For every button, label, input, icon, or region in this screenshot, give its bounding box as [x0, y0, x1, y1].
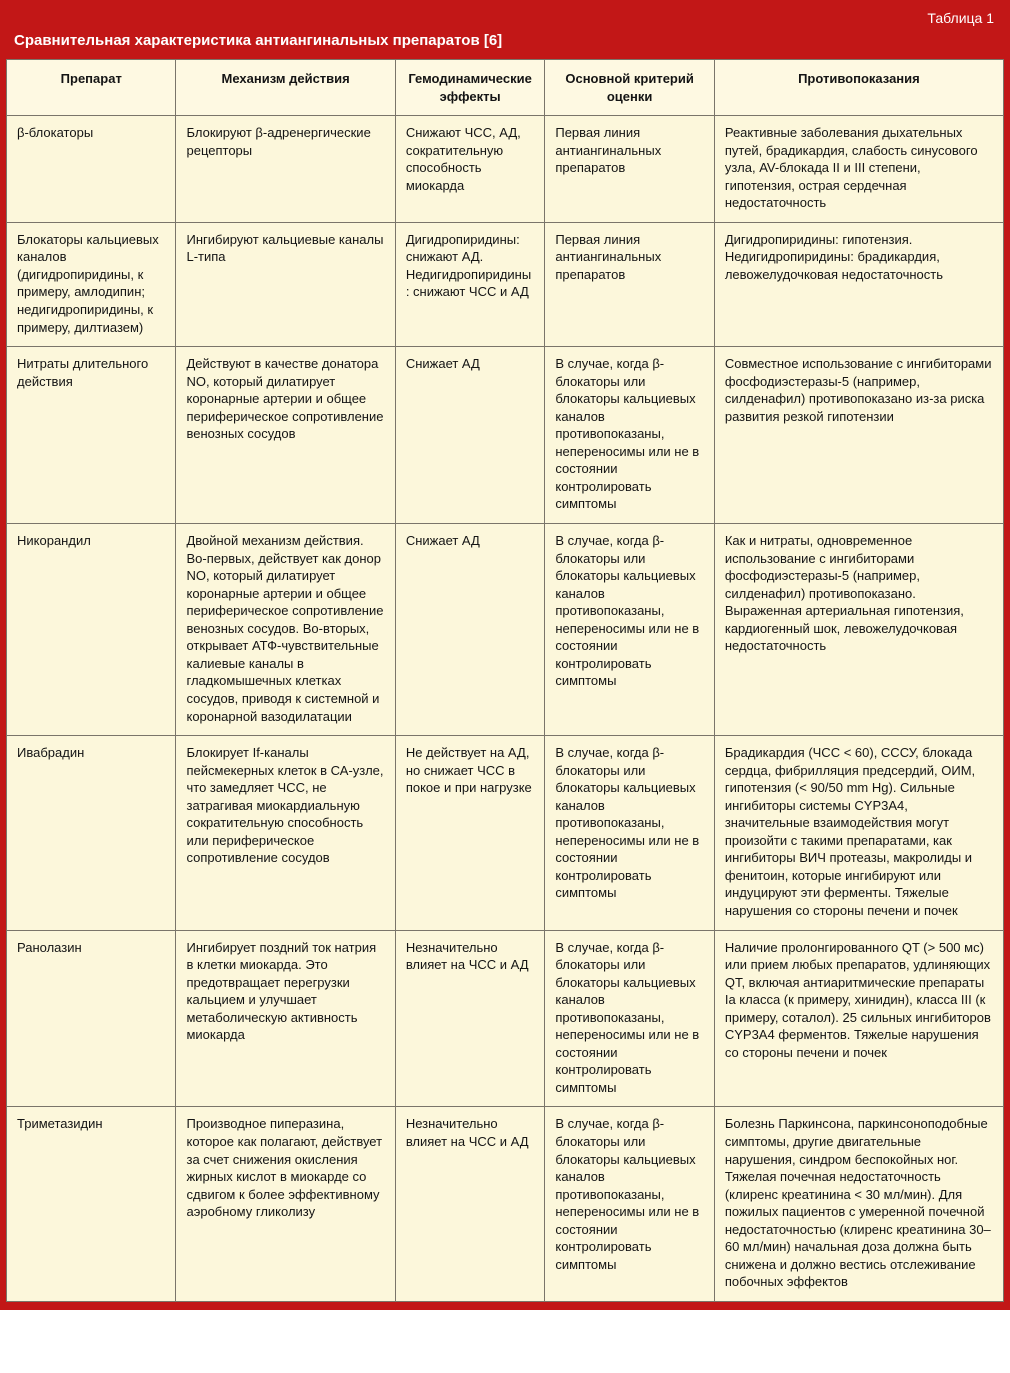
cell: Блокирует If-каналы пейсмекерных клеток … — [176, 736, 395, 930]
cell: Болезнь Паркинсона, паркинсоноподобные с… — [714, 1107, 1003, 1301]
table-row: ИвабрадинБлокирует If-каналы пейсмекерны… — [7, 736, 1004, 930]
cell: Дигидропиридины: снижают АД. Недигидропи… — [395, 222, 545, 346]
table-head: Препарат Механизм действия Гемодинамичес… — [7, 60, 1004, 116]
cell: В случае, когда β-блокаторы или блокатор… — [545, 347, 714, 524]
table-body: β-блокаторыБлокируют β-адренергические р… — [7, 116, 1004, 1302]
cell: Двойной механизм действия. Во-первых, де… — [176, 524, 395, 736]
page: Таблица 1 Сравнительная характеристика а… — [0, 0, 1010, 1310]
cell: Ингибируют кальциевые каналы L-типа — [176, 222, 395, 346]
cell: Первая линия антиангинальных препаратов — [545, 116, 714, 223]
cell: Ингибирует поздний ток натрия в клетки м… — [176, 930, 395, 1107]
table-row: НикорандилДвойной механизм действия. Во-… — [7, 524, 1004, 736]
cell: Как и нитраты, одновременное использован… — [714, 524, 1003, 736]
cell: Блокируют β-адренергические рецепторы — [176, 116, 395, 223]
table-row: Блокаторы кальциевых каналов (дигидропир… — [7, 222, 1004, 346]
cell: В случае, когда β-блокаторы или блокатор… — [545, 736, 714, 930]
cell: Производное пиперазина, которое как пола… — [176, 1107, 395, 1301]
header-row: Препарат Механизм действия Гемодинамичес… — [7, 60, 1004, 116]
cell: В случае, когда β-блокаторы или блокатор… — [545, 524, 714, 736]
table-row: РанолазинИнгибирует поздний ток натрия в… — [7, 930, 1004, 1107]
cell: Действуют в качестве донатора NO, которы… — [176, 347, 395, 524]
col-header: Механизм действия — [176, 60, 395, 116]
table-number-label: Таблица 1 — [6, 6, 1004, 28]
cell: Снижает АД — [395, 347, 545, 524]
cell: Снижают ЧСС, АД, сократительную способно… — [395, 116, 545, 223]
cell: Первая линия антиангинальных препаратов — [545, 222, 714, 346]
col-header: Основной критерий оценки — [545, 60, 714, 116]
cell: Дигидропиридины: гипотензия. Недигидропи… — [714, 222, 1003, 346]
cell: Триметазидин — [7, 1107, 176, 1301]
comparison-table: Препарат Механизм действия Гемодинамичес… — [6, 59, 1004, 1302]
table-row: ТриметазидинПроизводное пиперазина, кото… — [7, 1107, 1004, 1301]
cell: Брадикардия (ЧСС < 60), СССУ, блокада се… — [714, 736, 1003, 930]
col-header: Препарат — [7, 60, 176, 116]
cell: Не действует на АД, но снижает ЧСС в пок… — [395, 736, 545, 930]
col-header: Гемодинамические эффекты — [395, 60, 545, 116]
cell: Совместное использование с ингибиторами … — [714, 347, 1003, 524]
cell: В случае, когда β-блокаторы или блокатор… — [545, 930, 714, 1107]
cell: Незначительно влияет на ЧСС и АД — [395, 930, 545, 1107]
table-row: β-блокаторыБлокируют β-адренергические р… — [7, 116, 1004, 223]
table-row: Нитраты длительного действияДействуют в … — [7, 347, 1004, 524]
cell: Снижает АД — [395, 524, 545, 736]
cell: В случае, когда β-блокаторы или блокатор… — [545, 1107, 714, 1301]
cell: Незначительно влияет на ЧСС и АД — [395, 1107, 545, 1301]
cell: β-блокаторы — [7, 116, 176, 223]
cell: Реактивные заболевания дыхательных путей… — [714, 116, 1003, 223]
table-outer-frame: Таблица 1 Сравнительная характеристика а… — [0, 0, 1010, 1310]
cell: Ранолазин — [7, 930, 176, 1107]
cell: Нитраты длительного действия — [7, 347, 176, 524]
cell: Наличие пролонгированного QT (> 500 мс) … — [714, 930, 1003, 1107]
cell: Никорандил — [7, 524, 176, 736]
cell: Блокаторы кальциевых каналов (дигидропир… — [7, 222, 176, 346]
col-header: Противопоказания — [714, 60, 1003, 116]
cell: Ивабрадин — [7, 736, 176, 930]
table-title: Сравнительная характеристика антиангинал… — [6, 28, 1004, 59]
